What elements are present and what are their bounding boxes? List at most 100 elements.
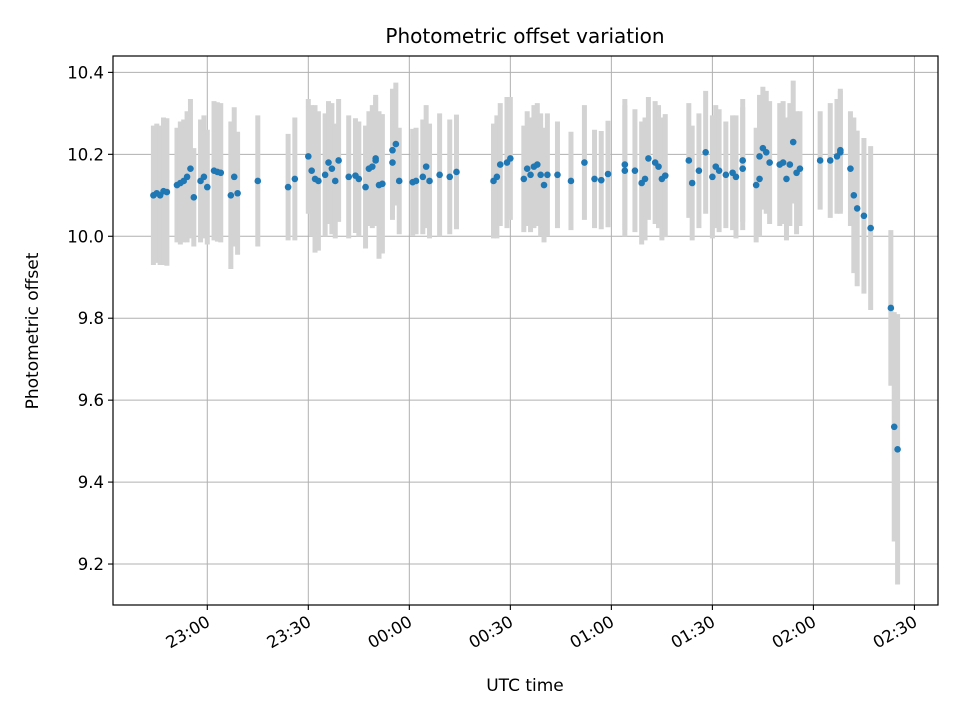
- data-point: [328, 165, 336, 172]
- data-point: [779, 159, 787, 166]
- data-point: [756, 153, 763, 160]
- x-tick-label: 23:30: [264, 612, 315, 652]
- y-tick-label: 10.2: [67, 145, 104, 164]
- data-point: [163, 188, 171, 196]
- data-point: [860, 212, 868, 220]
- data-point: [591, 175, 598, 183]
- chart-title: Photometric offset variation: [385, 24, 664, 48]
- data-point: [446, 173, 454, 181]
- data-point: [331, 177, 339, 185]
- data-point: [783, 175, 790, 183]
- point-layer: [150, 138, 901, 453]
- data-point: [345, 173, 353, 181]
- data-point: [426, 177, 433, 185]
- data-point: [540, 181, 548, 189]
- data-point: [766, 159, 773, 166]
- data-point: [183, 173, 191, 181]
- data-point: [685, 157, 693, 164]
- data-point: [291, 175, 299, 183]
- data-point: [645, 155, 652, 162]
- data-point: [395, 177, 403, 185]
- data-point: [567, 177, 575, 185]
- x-tick-label: 01:00: [567, 612, 618, 652]
- data-point: [837, 146, 844, 154]
- data-point: [722, 171, 730, 179]
- data-point: [732, 173, 740, 181]
- x-tick-label: 00:00: [365, 612, 416, 652]
- data-point: [544, 171, 551, 179]
- data-point: [203, 183, 211, 191]
- data-point: [308, 167, 315, 175]
- data-point: [655, 163, 662, 170]
- data-point: [422, 163, 430, 170]
- data-point: [392, 140, 400, 148]
- data-point: [230, 173, 238, 181]
- y-tick-label: 10.0: [67, 227, 104, 246]
- data-point: [762, 148, 770, 156]
- y-tick-label: 9.2: [78, 555, 104, 574]
- data-point: [847, 165, 854, 172]
- plot-frame: [112, 55, 939, 606]
- data-point: [581, 159, 588, 166]
- data-point: [412, 177, 420, 185]
- y-axis-label: Photometric offset: [23, 252, 43, 409]
- data-point: [709, 173, 716, 181]
- data-point: [315, 177, 322, 185]
- data-point: [507, 155, 514, 162]
- data-point: [284, 183, 292, 191]
- x-tick-label: 02:00: [769, 612, 820, 652]
- data-point: [826, 157, 834, 164]
- data-point: [217, 169, 225, 177]
- data-point: [227, 191, 235, 199]
- data-point: [325, 159, 332, 166]
- y-tick-label: 9.8: [78, 309, 104, 328]
- data-point: [850, 191, 858, 199]
- y-tick-label: 9.4: [78, 473, 104, 492]
- data-point: [523, 165, 531, 172]
- data-point: [436, 171, 443, 179]
- data-point: [597, 176, 605, 184]
- data-point: [853, 205, 861, 212]
- x-axis-label: UTC time: [486, 676, 564, 696]
- data-point: [453, 168, 460, 176]
- data-point: [752, 181, 760, 189]
- data-point: [254, 177, 262, 185]
- data-point: [702, 148, 709, 156]
- y-tick-label: 10.4: [67, 63, 104, 82]
- x-tick-label: 00:30: [466, 612, 517, 652]
- data-point: [641, 175, 649, 183]
- data-point: [604, 170, 612, 178]
- data-point: [661, 172, 669, 179]
- data-point: [520, 175, 528, 183]
- data-point: [739, 157, 746, 164]
- data-point: [321, 171, 329, 179]
- x-tick-label: 23:00: [163, 612, 214, 652]
- data-point: [756, 175, 763, 183]
- data-point: [887, 304, 895, 312]
- data-point: [715, 167, 723, 175]
- data-point: [372, 155, 379, 162]
- data-point: [187, 165, 194, 172]
- data-point: [688, 179, 696, 187]
- data-point: [867, 224, 874, 232]
- data-point: [389, 159, 396, 166]
- x-axis-ticks: 23:00 23:30 00:00 00:30 01:00 01:30 02:00 02:30: [163, 605, 921, 652]
- data-point: [816, 157, 824, 164]
- data-point: [890, 423, 898, 431]
- y-axis-ticks: 9.2 9.4 9.6 9.8 10.0 10.2 10.4: [67, 63, 113, 574]
- data-point: [631, 167, 639, 175]
- data-point: [537, 171, 544, 179]
- data-point: [234, 189, 241, 197]
- data-point: [419, 173, 427, 181]
- data-point: [533, 161, 541, 168]
- data-point: [496, 161, 504, 168]
- data-point: [894, 446, 901, 453]
- data-point: [493, 173, 501, 181]
- data-point: [789, 138, 797, 146]
- y-tick-label: 9.6: [78, 391, 104, 410]
- data-point: [739, 165, 746, 172]
- data-point: [368, 163, 376, 170]
- x-tick-label: 02:30: [870, 612, 921, 652]
- errorbar-layer: [150, 80, 901, 585]
